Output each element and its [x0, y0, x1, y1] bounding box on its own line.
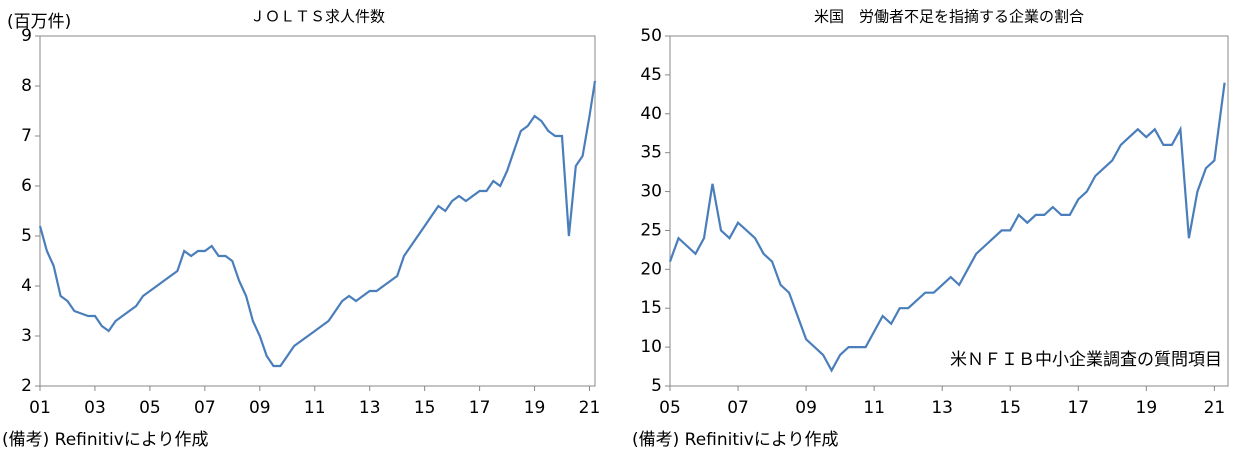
x-tick-label: 13 [359, 398, 381, 418]
y-tick-label: 8 [21, 76, 32, 96]
plot-area [669, 35, 1229, 387]
y-tick-label: 50 [640, 26, 662, 46]
data-line [38, 80, 597, 368]
chart-title: ＪＯＬＴＳ求人件数 [250, 8, 385, 26]
x-tick-label: 05 [659, 398, 681, 418]
y-tick-label: 6 [21, 176, 32, 196]
x-tick-label: 15 [999, 398, 1021, 418]
x-tick-label: 17 [469, 398, 491, 418]
x-tick-label: 07 [727, 398, 749, 418]
plot-area [39, 35, 596, 387]
y-tick-label: 2 [21, 376, 32, 396]
x-tick-label: 13 [931, 398, 953, 418]
y-tick-label: 20 [640, 259, 662, 279]
x-tick-label: 21 [579, 398, 601, 418]
x-tick-label: 21 [1204, 398, 1226, 418]
y-unit: (百万件) [7, 12, 71, 32]
y-tick-label: 30 [640, 182, 662, 202]
y-tick-label: 5 [21, 226, 32, 246]
x-tick-label: 19 [1136, 398, 1158, 418]
y-tick-label: 10 [640, 337, 662, 357]
x-tick-label: 19 [524, 398, 546, 418]
annotation: 米ＮＦＩＢ中小企業調査の質問項目 [950, 350, 1222, 370]
y-tick-label: 35 [640, 143, 662, 163]
y-tick-label: 9 [21, 26, 32, 46]
x-tick-label: 01 [29, 398, 51, 418]
x-tick-label: 07 [194, 398, 216, 418]
y-tick-label: 3 [21, 326, 32, 346]
y-tick-label: 4 [21, 276, 32, 296]
note: (備考) Refinitivにより作成 [632, 430, 839, 450]
x-tick-label: 03 [84, 398, 106, 418]
note: (備考) Refinitivにより作成 [2, 430, 209, 450]
x-tick-label: 09 [795, 398, 817, 418]
x-tick-label: 05 [139, 398, 161, 418]
y-tick-label: 40 [640, 104, 662, 124]
x-tick-label: 15 [414, 398, 436, 418]
chart-title: 米国 労働者不足を指摘する企業の割合 [814, 8, 1084, 26]
y-tick-label: 15 [640, 298, 662, 318]
y-tick-label: 5 [651, 376, 662, 396]
x-tick-label: 11 [304, 398, 326, 418]
data-line [668, 82, 1226, 373]
x-tick-label: 17 [1067, 398, 1089, 418]
x-tick-label: 11 [863, 398, 885, 418]
y-tick-label: 7 [21, 126, 32, 146]
y-tick-label: 25 [640, 220, 662, 240]
y-tick-label: 45 [640, 65, 662, 85]
x-tick-label: 09 [249, 398, 271, 418]
